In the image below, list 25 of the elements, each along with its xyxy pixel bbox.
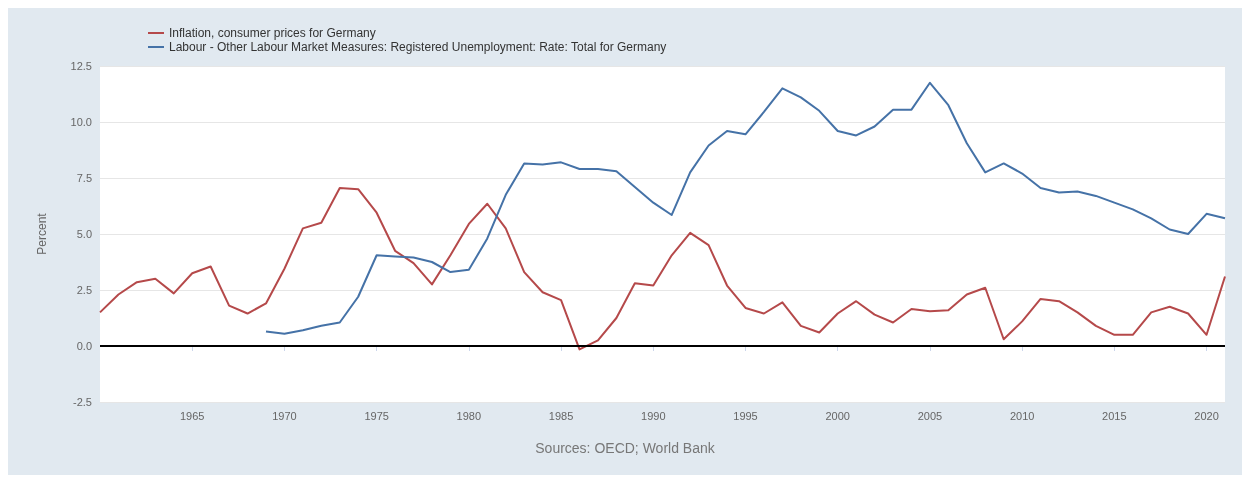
x-tick-label: 2015 [1102, 409, 1127, 422]
x-tick-label: 1970 [272, 409, 297, 422]
x-tick-label: 1965 [179, 409, 205, 422]
x-tick-label: 1980 [456, 409, 482, 422]
line-series [99, 187, 1226, 351]
legend-label: Labour - Other Labour Market Measures: Registered Unemployment: Rate: Total for Germany [169, 40, 667, 54]
x-tick-label: 1985 [548, 409, 574, 422]
x-tick-label: 1990 [641, 409, 666, 422]
x-tick-label: 2010 [1009, 409, 1035, 422]
x-tick-label: 1975 [364, 409, 389, 422]
y-tick-label: 2.5 [76, 284, 92, 296]
y-tick-label: 12.5 [70, 60, 92, 72]
y-axis-title: Percent [35, 212, 49, 255]
y-tick-label: 7.5 [76, 172, 92, 184]
y-tick-label: 5.0 [76, 228, 92, 240]
y-tick-label: -2.5 [73, 396, 92, 408]
x-tick-label: 2005 [917, 409, 943, 422]
line-series [264, 81, 1226, 335]
x-tick-label: 1995 [733, 409, 758, 422]
y-tick-label: 10.0 [70, 116, 92, 128]
y-tick-label: 0.0 [76, 340, 92, 352]
source-note: Sources: OECD; World Bank [535, 440, 716, 456]
x-tick-label: 2020 [1194, 409, 1219, 422]
x-tick-label: 2000 [825, 409, 850, 422]
legend-label: Inflation, consumer prices for Germany [169, 26, 376, 40]
